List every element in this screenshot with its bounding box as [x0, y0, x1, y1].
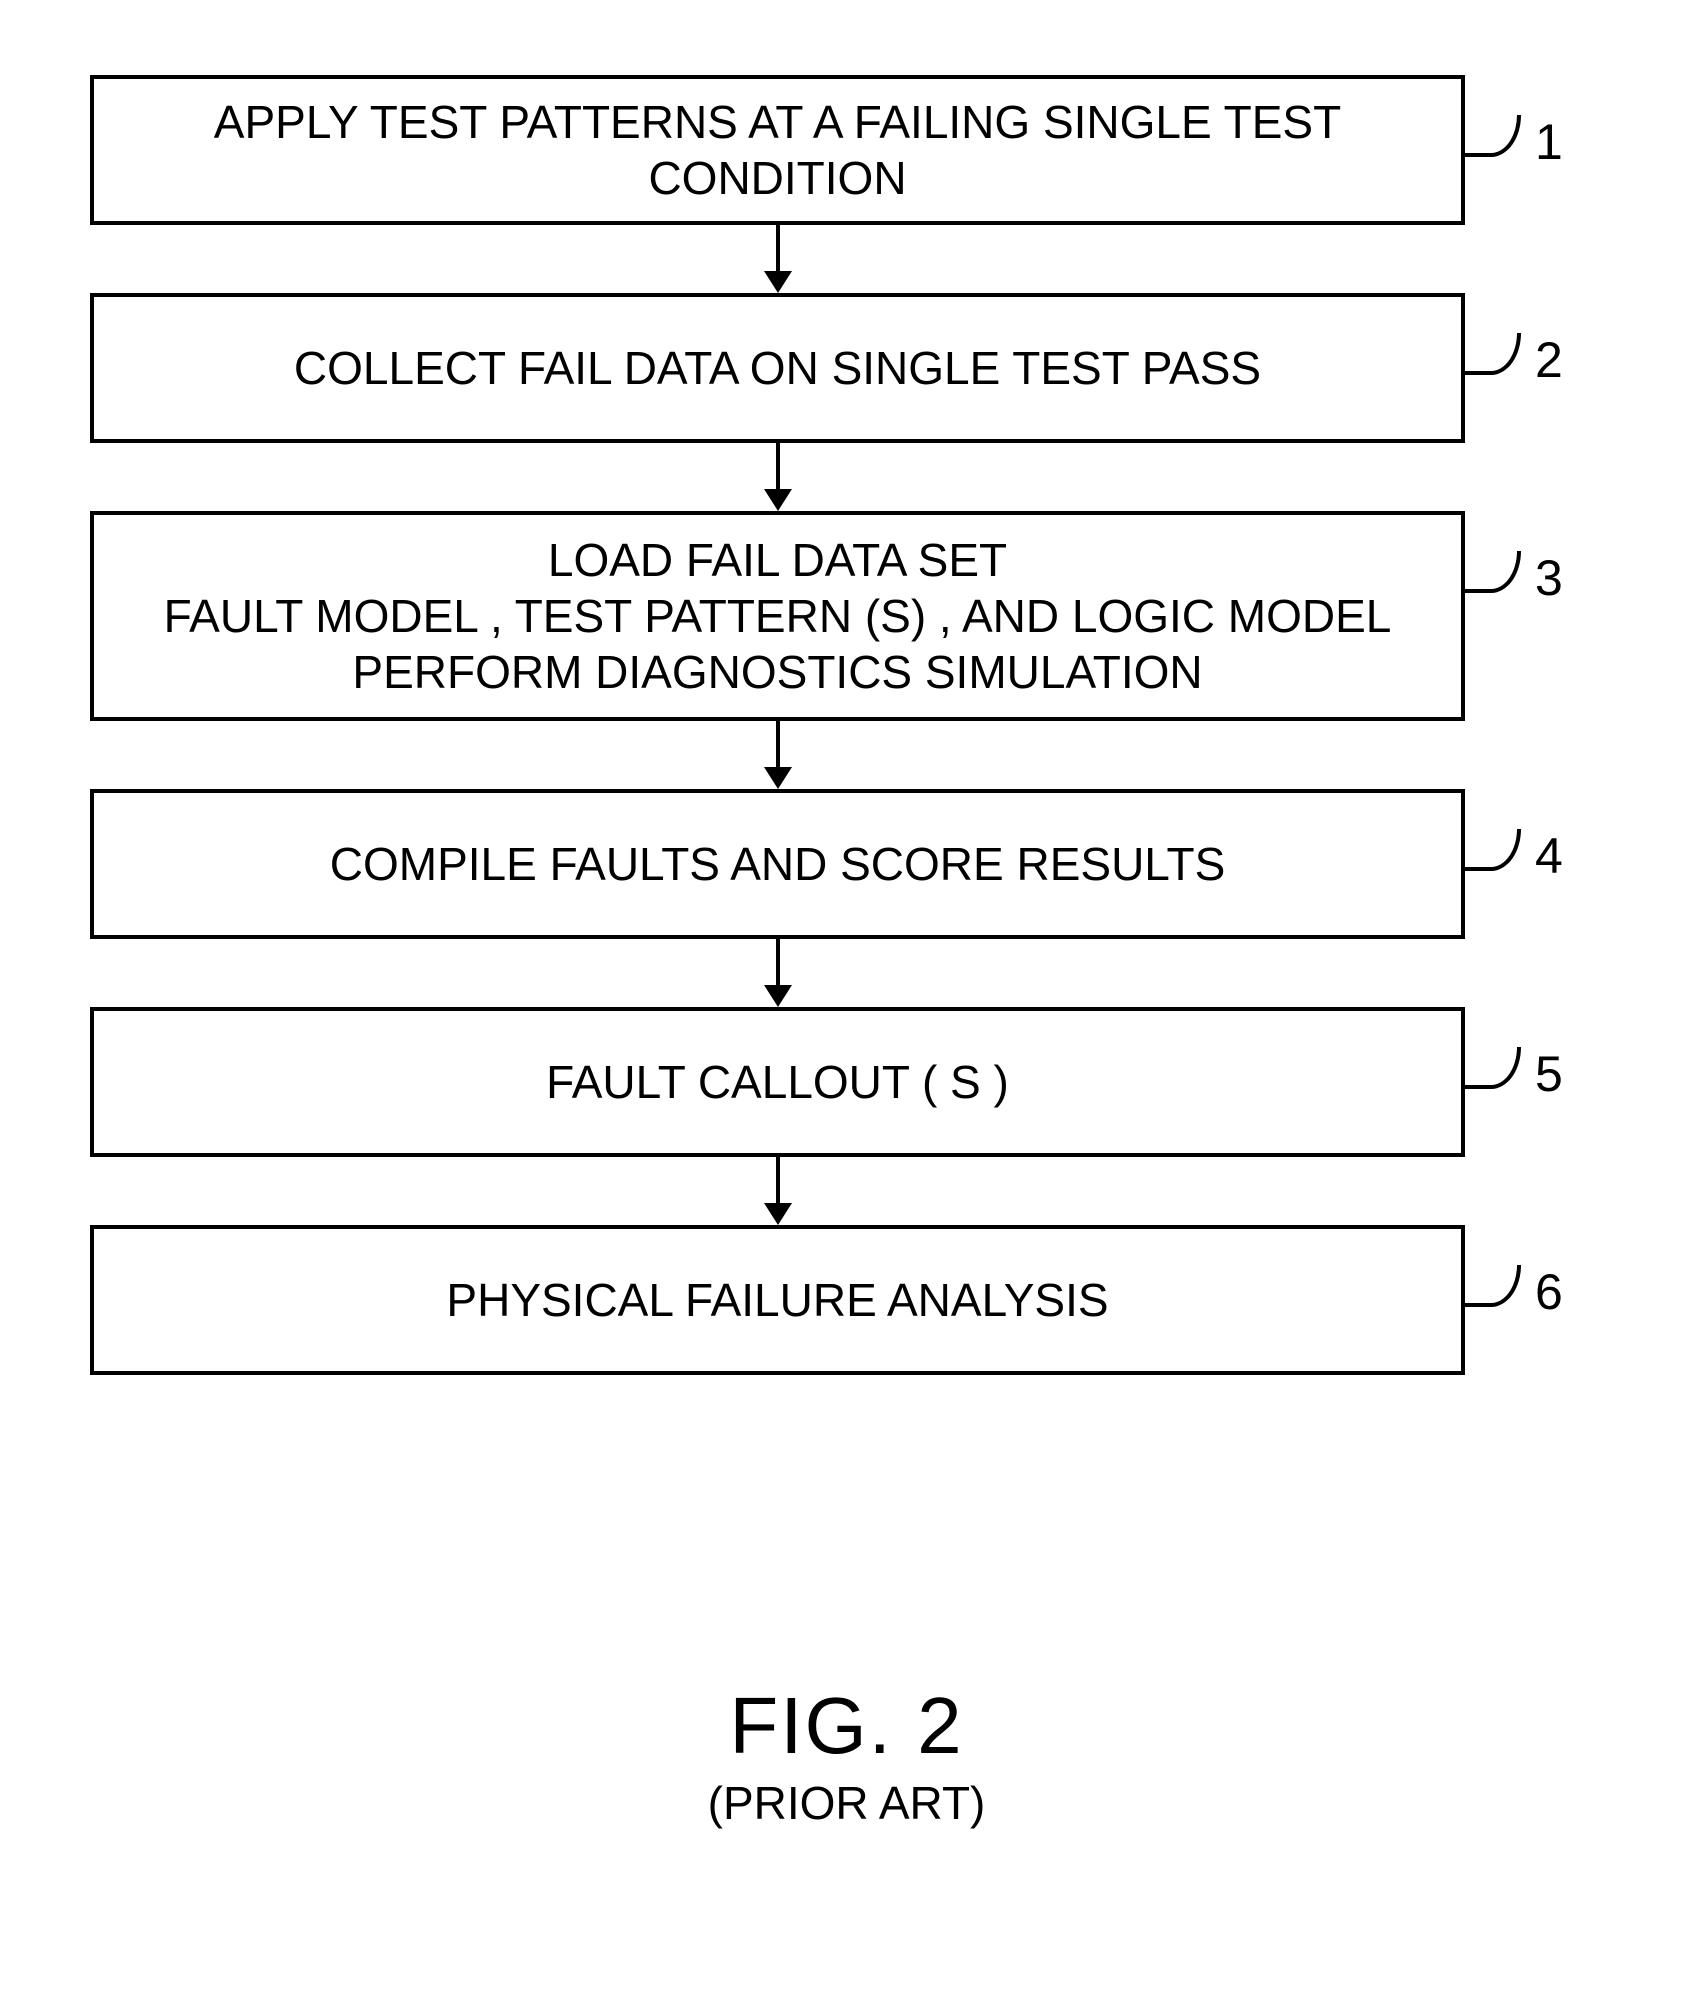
step-3-connector — [1461, 551, 1521, 593]
figure-number: FIG. 2 — [0, 1680, 1693, 1772]
step-2-label: 2 — [1535, 331, 1563, 389]
step-2-box: COLLECT FAIL DATA ON SINGLE TEST PASS — [90, 293, 1465, 443]
step-2-text: COLLECT FAIL DATA ON SINGLE TEST PASS — [294, 340, 1261, 396]
step-3-box: LOAD FAIL DATA SET FAULT MODEL , TEST PA… — [90, 511, 1465, 721]
arrow-1-to-2 — [758, 225, 798, 293]
step-3-text: LOAD FAIL DATA SET FAULT MODEL , TEST PA… — [164, 532, 1392, 700]
figure-subcaption: (PRIOR ART) — [0, 1776, 1693, 1830]
step-5-box: FAULT CALLOUT ( S ) — [90, 1007, 1465, 1157]
arrow-3-to-4 — [758, 721, 798, 789]
step-6-label: 6 — [1535, 1263, 1563, 1321]
arrow-5-to-6 — [758, 1157, 798, 1225]
step-5-connector — [1461, 1047, 1521, 1089]
step-4-connector — [1461, 829, 1521, 871]
step-4-text: COMPILE FAULTS AND SCORE RESULTS — [330, 836, 1226, 892]
figure-caption: FIG. 2(PRIOR ART) — [0, 1680, 1693, 1830]
arrow-2-to-3 — [758, 443, 798, 511]
step-6-box: PHYSICAL FAILURE ANALYSIS — [90, 1225, 1465, 1375]
step-1-connector — [1461, 115, 1521, 157]
flowchart-canvas: FIG. 2(PRIOR ART) APPLY TEST PATTERNS AT… — [0, 0, 1693, 2000]
step-1-text: APPLY TEST PATTERNS AT A FAILING SINGLE … — [94, 94, 1461, 206]
step-4-label: 4 — [1535, 827, 1563, 885]
step-2-connector — [1461, 333, 1521, 375]
step-5-label: 5 — [1535, 1045, 1563, 1103]
step-6-text: PHYSICAL FAILURE ANALYSIS — [446, 1272, 1108, 1328]
step-1-label: 1 — [1535, 113, 1563, 171]
step-3-label: 3 — [1535, 549, 1563, 607]
step-4-box: COMPILE FAULTS AND SCORE RESULTS — [90, 789, 1465, 939]
step-6-connector — [1461, 1265, 1521, 1307]
arrow-4-to-5 — [758, 939, 798, 1007]
step-5-text: FAULT CALLOUT ( S ) — [546, 1054, 1009, 1110]
step-1-box: APPLY TEST PATTERNS AT A FAILING SINGLE … — [90, 75, 1465, 225]
